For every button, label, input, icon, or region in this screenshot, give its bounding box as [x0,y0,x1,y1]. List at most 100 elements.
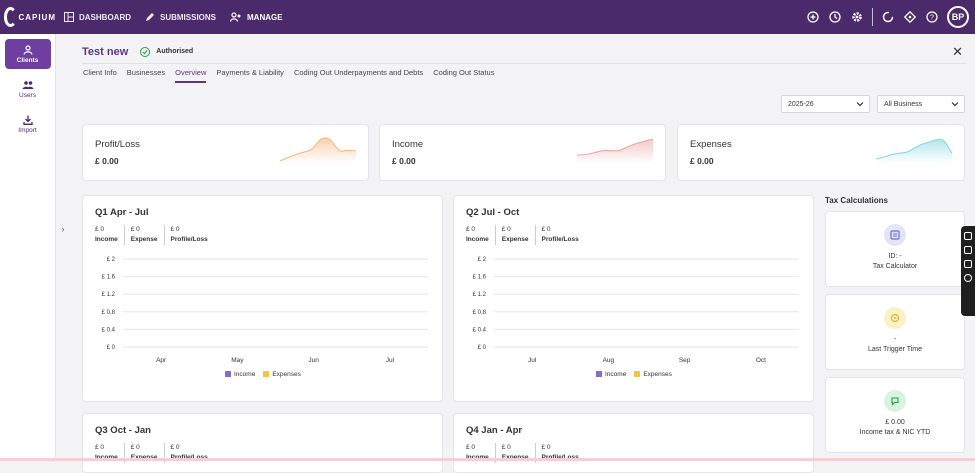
x-tick-label: Oct [756,357,766,364]
kpi-value: £ 0.00 [392,156,416,166]
y-tick-label: £ 0.8 [102,310,116,316]
bottom-border [0,458,975,461]
legend-expenses[interactable]: Expenses [634,371,672,378]
gear-icon[interactable] [850,10,864,24]
client-overview-panel: › Test new Authorised ✕ Client Info Busi… [62,34,975,473]
help-icon[interactable]: ? [925,10,939,24]
x-tick-label: Jun [308,357,319,364]
tab-client-info[interactable]: Client Info [83,68,117,77]
floating-tools-bar[interactable] [961,226,975,316]
capium-app-icon[interactable] [881,10,895,24]
nav-manage[interactable]: MANAGE [230,12,283,22]
income-card: Income £ 0.00 [379,124,666,181]
client-status: Authorised [156,48,194,55]
y-tick-label: £ 0.4 [102,327,116,333]
person-icon [22,44,33,55]
calculator-icon [884,224,906,246]
profit-loss-card: Profit/Loss £ 0.00 [82,124,369,181]
top-right-actions: ? BP [806,0,969,34]
top-navigation-bar: CAPIUM DASHBOARD SUBMISSIONS MANAGE ? BP [0,0,975,34]
add-icon[interactable] [806,10,820,24]
sidebar-item-import[interactable]: Import [5,109,51,139]
year-select[interactable]: 2025-26 [781,95,870,113]
tab-businesses[interactable]: Businesses [126,68,166,77]
y-tick-label: £ 0.4 [473,327,487,333]
legend-swatch [634,371,641,377]
tool-icon[interactable] [964,246,972,254]
legend-expenses[interactable]: Expenses [263,371,301,378]
income-tax-nic-card[interactable]: £ 0.00 Income tax & NIC YTD [825,377,965,453]
users-icon [230,12,241,22]
expand-sidebar-icon[interactable]: › [61,224,65,234]
left-sidebar: Clients Users Import [0,34,56,461]
client-tabs: Client Info Businesses Overview Payments… [83,68,494,83]
quarter-chart: £ 2 £ 1.6 £ 1.2 £ 0.8 £ 0.4 £ 0 Jul Aug Sep Oct [473,257,799,364]
quarter-card-q1: Q1 Apr - Jul £ 0 Income £ 0 Expense £ 0 Pro… [82,195,443,402]
timer-icon [884,307,906,329]
user-avatar[interactable]: BP [947,6,969,28]
y-tick-label: £ 1.6 [473,275,487,281]
tool-icon[interactable] [964,260,972,268]
tab-overview[interactable]: Overview [175,68,207,83]
tax-calculator-card[interactable]: ID: - Tax Calculator [825,211,965,287]
tax-calculations-title: Tax Calculations [825,196,888,205]
profit-sparkline [279,137,357,163]
kpi-title: Expenses [690,139,732,150]
tool-icon[interactable] [964,232,972,240]
x-tick-label: May [231,357,244,364]
integration-icon[interactable] [903,10,917,24]
quarter-chart: £ 2 £ 1.6 £ 1.2 £ 0.8 £ 0.4 £ 0 Apr May Jun Jul [102,257,428,364]
sidebar-item-users[interactable]: Users [5,74,51,104]
tab-payments-liability[interactable]: Payments & Liability [216,68,284,77]
quarter-title: Q3 Oct - Jan [95,425,151,436]
capium-logo[interactable]: CAPIUM [4,7,56,27]
legend-swatch [225,371,231,377]
y-tick-label: £ 2 [478,257,487,263]
legend-income[interactable]: Income [225,371,255,378]
kpi-value: £ 0.00 [95,156,119,166]
kpi-title: Profit/Loss [95,139,140,150]
x-tick-label: Jul [528,357,537,364]
toolbar-divider [872,8,873,26]
sidebar-item-clients[interactable]: Clients [4,39,51,69]
last-trigger-card[interactable]: - Last Trigger Time [825,294,965,370]
close-icon[interactable]: ✕ [952,44,963,59]
x-tick-label: Sep [679,357,691,364]
nav-dashboard[interactable]: DASHBOARD [64,12,131,22]
business-select[interactable]: All Business [877,95,965,113]
settings-icon[interactable] [964,274,972,282]
quarter-title: Q1 Apr - Jul [95,207,149,218]
clock-icon[interactable] [828,10,842,24]
y-tick-label: £ 0.8 [473,310,487,316]
chevron-down-icon [856,102,864,107]
y-tick-label: £ 0 [478,345,487,351]
y-tick-label: £ 2 [107,257,116,263]
import-icon [22,115,33,125]
kpi-value: £ 0.00 [690,156,714,166]
tab-coding-out-underpayments[interactable]: Coding Out Underpayments and Debts [293,68,424,77]
legend-income[interactable]: Income [596,371,626,378]
panel-header: Test new Authorised ✕ [82,40,967,64]
x-tick-label: Jul [386,357,395,364]
dashboard-icon [64,12,74,22]
income-sparkline [576,138,654,163]
chevron-down-icon [951,102,959,107]
tab-coding-out-status[interactable]: Coding Out Status [433,68,495,77]
pencil-icon [146,13,154,21]
nav-submissions[interactable]: SUBMISSIONS [145,12,216,22]
y-tick-label: £ 1.6 [102,275,116,281]
expenses-sparkline [875,138,953,163]
